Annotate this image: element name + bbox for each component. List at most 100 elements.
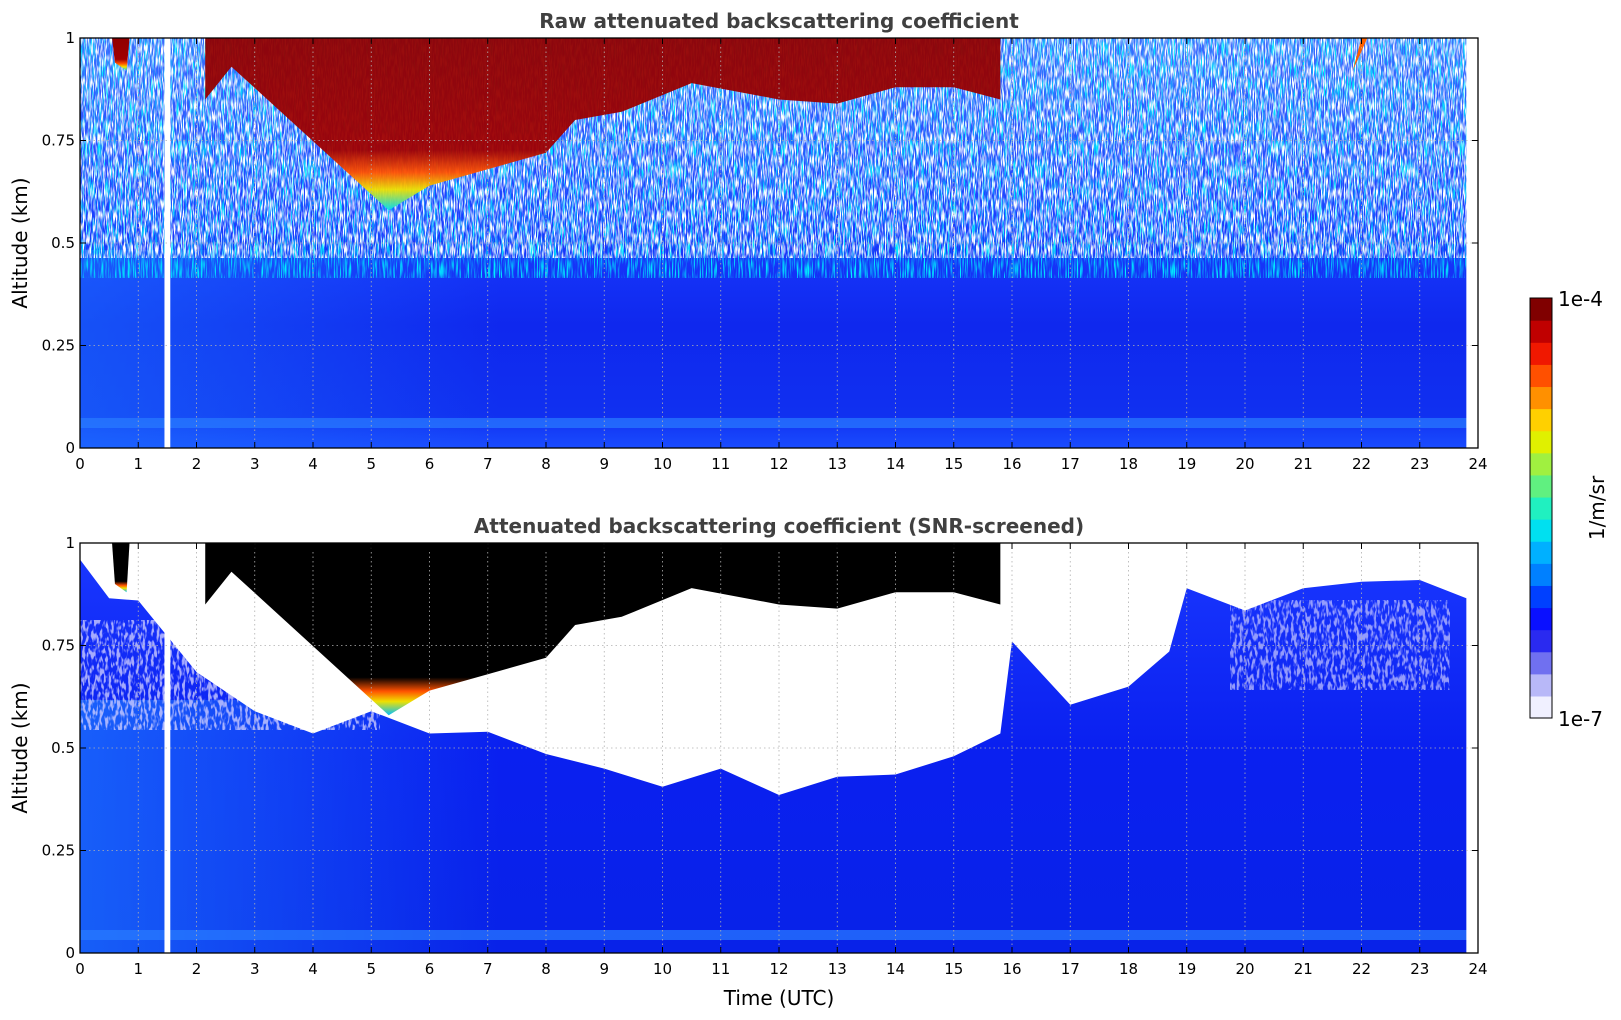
bottom-x-ticks: 0 1 2 3 4 5 6 7 8 9 10 11 12 13 14 15 16 17 18 19 20 21 22 23 24 [75, 543, 1488, 978]
y-tick-label: 1 [65, 29, 75, 47]
cloud-patch [205, 38, 1001, 211]
bottom-y-ticks: 0 0.25 0.5 0.75 1 [42, 534, 1478, 962]
colorbar-step [1530, 695, 1552, 719]
x-tick-label: 23 [1410, 455, 1429, 473]
x-tick-label: 19 [1177, 960, 1196, 978]
x-tick-label: 24 [1468, 960, 1487, 978]
colorbar-step [1530, 298, 1552, 321]
x-tick-label: 17 [1061, 960, 1080, 978]
x-tick-label: 13 [828, 960, 847, 978]
x-tick-label: 9 [599, 960, 609, 978]
cloud-patch [1352, 38, 1368, 71]
bottom-speckle-right [1230, 600, 1450, 690]
x-tick-label: 11 [711, 960, 730, 978]
colorbar-step [1530, 430, 1552, 454]
y-tick-label: 0.5 [51, 234, 75, 252]
top-data-gap [164, 38, 171, 448]
top-y-ticks: 0 0.25 0.5 0.75 1 [42, 29, 1478, 457]
x-tick-label: 9 [599, 455, 609, 473]
colorbar-max-label: 1e-4 [1558, 287, 1603, 311]
x-tick-label: 19 [1177, 455, 1196, 473]
colorbar-step [1530, 651, 1552, 675]
colorbar-steps [1530, 298, 1552, 719]
top-x-ticks: 0 1 2 3 4 5 6 7 8 9 10 11 12 13 14 15 16 17 18 19 20 21 22 23 24 [75, 38, 1488, 473]
x-tick-label: 16 [1002, 455, 1021, 473]
top-y-axis-label: Altitude (km) [8, 177, 32, 308]
x-tick-label: 14 [886, 455, 905, 473]
x-tick-label: 2 [192, 455, 202, 473]
x-tick-label: 24 [1468, 455, 1487, 473]
x-tick-label: 0 [75, 960, 85, 978]
colorbar-step [1530, 563, 1552, 586]
colorbar-step [1530, 452, 1552, 476]
x-tick-label: 16 [1002, 960, 1021, 978]
colorbar-step [1530, 408, 1552, 432]
y-tick-label: 0.75 [42, 637, 75, 655]
x-tick-label: 22 [1352, 960, 1371, 978]
cloud-patch [112, 38, 130, 71]
colorbar-frame [1529, 297, 1553, 719]
colorbar-step [1530, 519, 1552, 542]
x-tick-label: 3 [250, 455, 260, 473]
y-tick-label: 1 [65, 534, 75, 552]
colorbar-step [1530, 673, 1552, 697]
colorbar-step [1530, 342, 1552, 365]
colorbar-step [1530, 320, 1552, 343]
x-tick-label: 4 [308, 960, 318, 978]
x-tick-label: 11 [711, 455, 730, 473]
x-tick-label: 23 [1410, 960, 1429, 978]
x-tick-label: 15 [944, 455, 963, 473]
colorbar-unit-label: 1/m/sr [1585, 475, 1609, 540]
bottom-panel-title: Attenuated backscattering coefficient (S… [474, 514, 1084, 538]
x-tick-label: 18 [1119, 960, 1138, 978]
colorbar-step [1530, 629, 1552, 653]
colorbar-min-label: 1e-7 [1558, 707, 1603, 731]
bottom-gridlines [80, 543, 1478, 953]
x-tick-label: 2 [192, 960, 202, 978]
x-tick-label: 15 [944, 960, 963, 978]
x-tick-label: 6 [425, 960, 435, 978]
colorbar-step [1530, 474, 1552, 498]
bottom-heatmap [80, 543, 1478, 953]
y-tick-label: 0.5 [51, 739, 75, 757]
x-tick-label: 1 [133, 960, 143, 978]
x-tick-label: 22 [1352, 455, 1371, 473]
colorbar-step [1530, 386, 1552, 410]
x-tick-label: 0 [75, 455, 85, 473]
x-tick-label: 8 [541, 455, 551, 473]
y-tick-label: 0.75 [42, 132, 75, 150]
x-tick-label: 5 [366, 455, 376, 473]
y-tick-label: 0.25 [42, 842, 75, 860]
x-tick-label: 3 [250, 960, 260, 978]
bottom-y-axis-label: Altitude (km) [8, 682, 32, 813]
x-tick-label: 20 [1235, 455, 1254, 473]
colorbar-step [1530, 585, 1552, 609]
cloud-patch [112, 543, 130, 593]
x-tick-label: 7 [483, 455, 493, 473]
x-tick-label: 10 [653, 455, 672, 473]
x-tick-label: 7 [483, 960, 493, 978]
top-panel-title: Raw attenuated backscattering coefficien… [539, 9, 1019, 33]
x-tick-label: 10 [653, 960, 672, 978]
x-tick-label: 21 [1294, 960, 1313, 978]
top-near-surface-band [80, 418, 1478, 428]
x-tick-label: 13 [828, 455, 847, 473]
x-tick-label: 12 [769, 960, 788, 978]
cloud-patch [205, 543, 1001, 716]
x-tick-label: 1 [133, 455, 143, 473]
colorbar: 1e-4 1e-7 1/m/sr [1529, 287, 1609, 731]
x-tick-label: 6 [425, 455, 435, 473]
x-axis-label: Time (UTC) [723, 986, 835, 1010]
top-left-lightblue-band [80, 250, 500, 448]
colorbar-step [1530, 364, 1552, 388]
x-tick-label: 5 [366, 960, 376, 978]
colorbar-step [1530, 541, 1552, 564]
x-tick-label: 14 [886, 960, 905, 978]
x-tick-label: 18 [1119, 455, 1138, 473]
y-tick-label: 0 [65, 944, 75, 962]
bottom-left-lightblue-band [80, 700, 500, 953]
y-tick-label: 0.25 [42, 337, 75, 355]
colorbar-step [1530, 496, 1552, 520]
x-tick-label: 20 [1235, 960, 1254, 978]
